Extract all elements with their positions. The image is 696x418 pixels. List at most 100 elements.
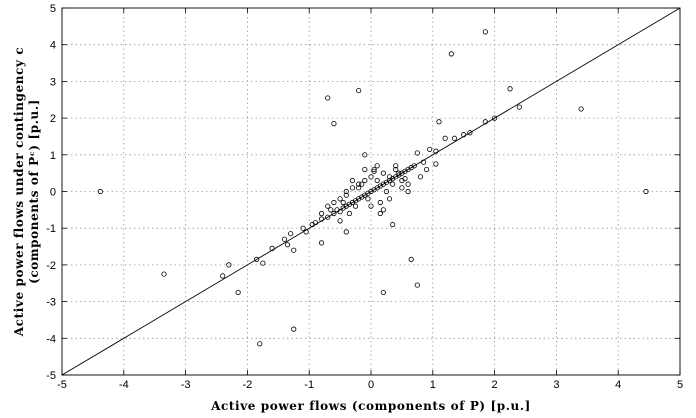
data-point bbox=[482, 119, 488, 125]
data-point bbox=[578, 106, 584, 112]
data-point bbox=[390, 181, 396, 187]
data-point bbox=[220, 273, 226, 279]
y-axis-label-line1: Active power flows under contingency c bbox=[12, 47, 26, 338]
data-point bbox=[337, 218, 343, 224]
tick-marks bbox=[61, 7, 681, 376]
data-point bbox=[386, 174, 393, 180]
x-tick-label: -4 bbox=[119, 379, 129, 391]
data-point bbox=[325, 203, 331, 209]
y-tick-label: 0 bbox=[50, 187, 56, 199]
data-point bbox=[411, 163, 417, 169]
data-point bbox=[643, 188, 649, 195]
x-tick-label: -3 bbox=[181, 379, 191, 391]
data-point bbox=[343, 192, 349, 198]
data-point bbox=[417, 174, 424, 180]
y-axis-label-line2: (components of Pᶜ) [p.u.] bbox=[27, 99, 41, 284]
data-point bbox=[235, 289, 241, 296]
data-point bbox=[383, 188, 390, 195]
data-points bbox=[97, 29, 649, 347]
data-point bbox=[374, 163, 380, 169]
reference-line bbox=[61, 7, 681, 376]
data-point bbox=[349, 177, 356, 184]
data-point bbox=[318, 210, 325, 217]
data-point bbox=[318, 216, 325, 222]
data-point bbox=[97, 188, 103, 195]
y-tick-labels: -5 -4 -3 -2 -1 0 1 2 3 4 5 bbox=[46, 3, 56, 382]
data-point bbox=[377, 199, 383, 206]
data-point bbox=[467, 130, 473, 136]
data-point bbox=[359, 181, 365, 187]
data-point bbox=[312, 220, 318, 226]
y-tick-label: 2 bbox=[50, 113, 56, 125]
data-point bbox=[343, 229, 349, 235]
data-point bbox=[420, 159, 427, 165]
data-point bbox=[356, 185, 362, 191]
data-point bbox=[331, 210, 337, 217]
data-point bbox=[356, 87, 362, 94]
y-tick-label: -3 bbox=[46, 297, 56, 309]
data-point bbox=[337, 209, 343, 215]
data-point bbox=[331, 199, 337, 206]
data-point bbox=[448, 51, 454, 57]
data-point bbox=[393, 166, 399, 173]
data-point bbox=[365, 196, 371, 202]
data-point bbox=[516, 104, 522, 110]
y-tick-label: 3 bbox=[50, 76, 56, 88]
data-point bbox=[371, 166, 377, 173]
data-point bbox=[257, 341, 263, 347]
x-tick-label: -1 bbox=[304, 379, 314, 391]
y-tick-label: -5 bbox=[46, 370, 56, 382]
data-point bbox=[380, 207, 386, 213]
data-point bbox=[303, 229, 309, 235]
y-tick-label: -4 bbox=[46, 333, 56, 345]
data-point bbox=[436, 119, 442, 125]
data-point bbox=[254, 256, 260, 262]
data-point bbox=[405, 181, 411, 187]
y-tick-label: 4 bbox=[50, 40, 56, 52]
data-point bbox=[414, 150, 420, 156]
data-point bbox=[325, 214, 331, 220]
data-point bbox=[390, 221, 396, 228]
data-point bbox=[427, 146, 433, 152]
data-point bbox=[507, 86, 513, 92]
data-point bbox=[433, 148, 439, 154]
x-tick-label: 3 bbox=[553, 379, 559, 391]
data-point bbox=[325, 95, 331, 101]
x-tick-label: 2 bbox=[492, 379, 498, 391]
data-point bbox=[281, 236, 288, 242]
data-point bbox=[451, 135, 458, 141]
data-point bbox=[343, 188, 349, 195]
data-point bbox=[291, 326, 297, 332]
data-point bbox=[371, 168, 377, 174]
data-point bbox=[424, 166, 430, 173]
x-tick-label: 0 bbox=[368, 379, 374, 391]
data-point bbox=[318, 240, 325, 246]
data-point bbox=[349, 185, 356, 191]
data-point bbox=[300, 225, 306, 231]
y-tick-label: -2 bbox=[46, 260, 56, 272]
data-point bbox=[260, 260, 266, 266]
y-tick-label: 5 bbox=[50, 3, 56, 15]
data-point bbox=[399, 185, 405, 191]
data-point bbox=[362, 152, 368, 158]
data-point bbox=[368, 174, 374, 180]
data-point bbox=[386, 196, 393, 202]
data-point bbox=[362, 177, 368, 184]
data-point bbox=[269, 245, 275, 251]
data-point bbox=[377, 210, 383, 217]
data-point bbox=[346, 210, 352, 217]
data-point bbox=[414, 282, 420, 288]
data-point bbox=[352, 203, 359, 209]
x-tick-label: 4 bbox=[615, 379, 621, 391]
x-tick-labels: -5 -4 -3 -2 -1 0 1 2 3 4 5 bbox=[57, 379, 683, 391]
data-point bbox=[393, 163, 399, 169]
data-point bbox=[461, 132, 467, 138]
data-point bbox=[161, 271, 167, 277]
x-tick-label: -2 bbox=[243, 379, 253, 391]
x-tick-label: -5 bbox=[57, 379, 67, 391]
data-point bbox=[337, 196, 343, 202]
data-point bbox=[340, 199, 346, 206]
data-point bbox=[491, 115, 498, 121]
x-axis-label: Active power flows (components of P) [p.… bbox=[210, 399, 531, 413]
data-point bbox=[284, 242, 291, 248]
